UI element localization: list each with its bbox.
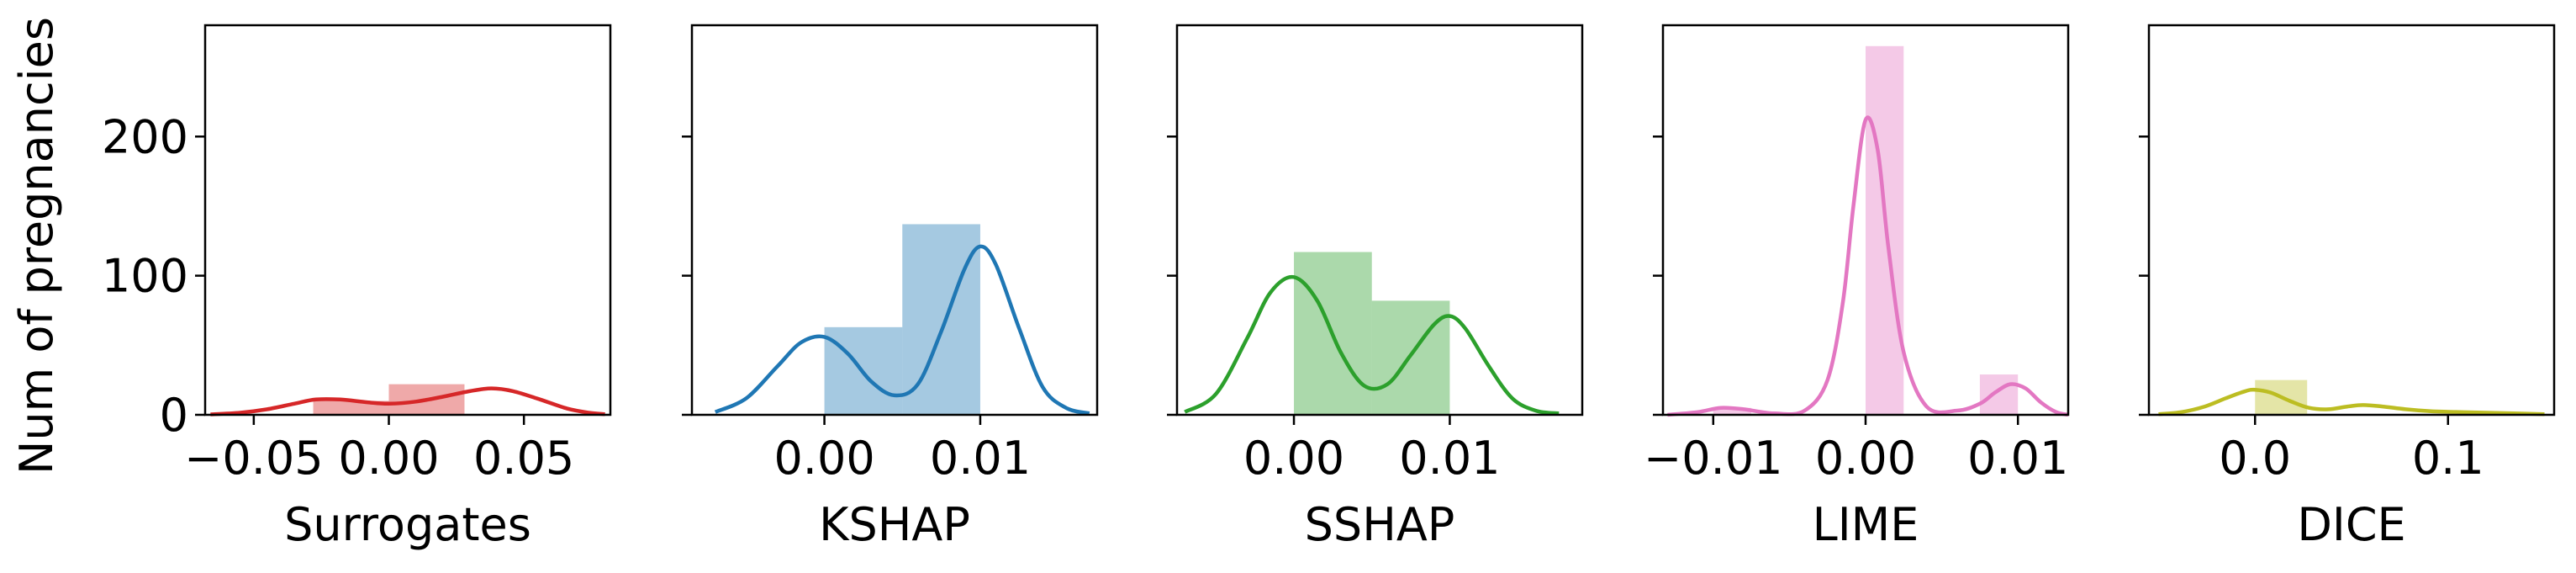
x-tick-label: 0.00 bbox=[773, 432, 874, 485]
x-axis-label: KSHAP bbox=[819, 498, 970, 551]
panels: 0 100 200 −0.05 0.00 0.05 Surrogates 0.00 0.01 KS… bbox=[102, 24, 2556, 551]
x-tick-label: −0.05 bbox=[184, 432, 323, 485]
kde-line bbox=[714, 244, 1090, 416]
kde-line bbox=[2158, 387, 2545, 416]
panel-kshap: 0.00 0.01 KSHAP bbox=[682, 24, 1099, 551]
panel-sshap: 0.00 0.01 SSHAP bbox=[1167, 24, 1584, 551]
x-tick-label: 0.1 bbox=[2412, 432, 2484, 485]
y-axis-label: Num of pregnancies bbox=[10, 17, 63, 475]
x-tick-label: 0.01 bbox=[1399, 432, 1500, 485]
x-tick-label: 0.00 bbox=[1815, 432, 1916, 485]
x-axis-label: LIME bbox=[1813, 498, 1919, 551]
x-tick-label: −0.01 bbox=[1644, 432, 1782, 485]
x-tick-label: 0.00 bbox=[338, 432, 439, 485]
hist-bar bbox=[1979, 374, 2019, 415]
panel-lime: −0.01 0.00 0.01 LIME bbox=[1644, 24, 2070, 551]
axes-frame bbox=[690, 24, 1099, 416]
x-tick-label: 0.0 bbox=[2219, 432, 2291, 485]
x-tick-label: 0.01 bbox=[930, 432, 1031, 485]
y-tick-label: 200 bbox=[102, 110, 188, 163]
x-tick-label: 0.05 bbox=[473, 432, 574, 485]
hist-bar bbox=[902, 224, 980, 415]
y-tick-label: 100 bbox=[102, 250, 188, 303]
hist-bar bbox=[1713, 407, 1752, 415]
panel-surrogates: 0 100 200 −0.05 0.00 0.05 Surrogates bbox=[102, 24, 612, 551]
x-axis-label: Surrogates bbox=[284, 498, 531, 551]
axes-frame bbox=[2147, 24, 2556, 416]
kde-line bbox=[1667, 115, 2069, 417]
x-axis-label: DICE bbox=[2297, 498, 2405, 551]
axes-frame bbox=[1175, 24, 1584, 416]
axes-frame bbox=[203, 24, 612, 416]
kde-line bbox=[1184, 274, 1560, 416]
x-tick-label: 0.00 bbox=[1243, 432, 1344, 485]
kde-line bbox=[210, 386, 605, 416]
y-tick-label: 0 bbox=[160, 389, 188, 442]
x-axis-label: SSHAP bbox=[1305, 498, 1455, 551]
x-tick-label: 0.01 bbox=[1967, 432, 2068, 485]
